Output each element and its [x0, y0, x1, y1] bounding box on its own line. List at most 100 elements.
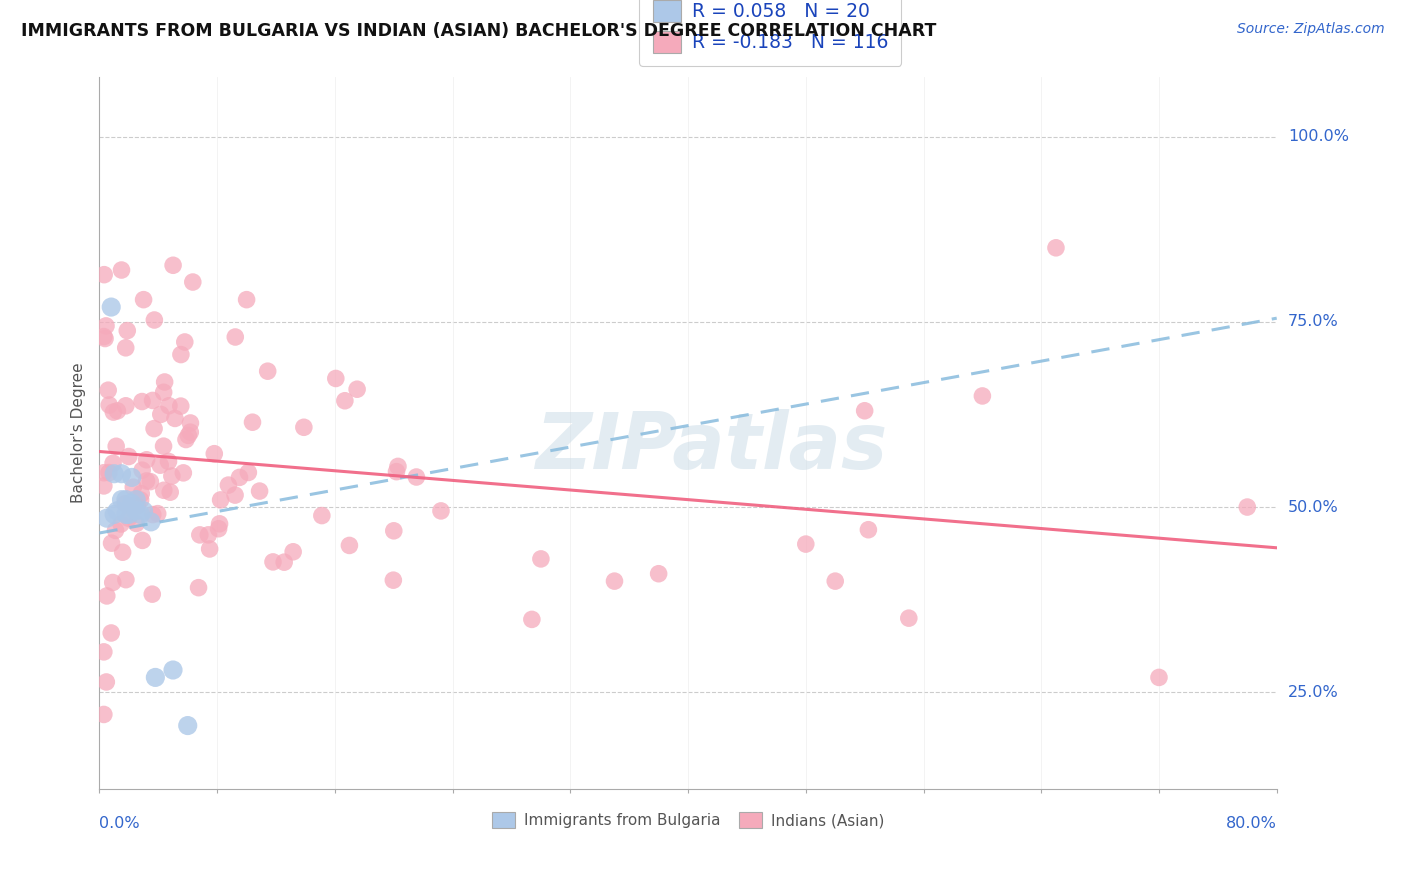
Point [129, 508, 152, 522]
Point [107, 404, 129, 418]
Text: 50.0%: 50.0% [1288, 500, 1339, 515]
Point [273, 555, 295, 569]
Point [228, 470, 250, 484]
Point [98, 466, 121, 480]
Point [118, 511, 141, 525]
Point [104, 524, 127, 538]
Y-axis label: Bachelor's Degree: Bachelor's Degree [72, 363, 86, 503]
Point [105, 439, 128, 453]
Point [202, 447, 225, 461]
Point [132, 504, 155, 518]
Point [333, 393, 356, 408]
Point [131, 463, 153, 477]
Point [163, 411, 186, 425]
Point [118, 450, 141, 464]
Point [235, 293, 257, 307]
Point [129, 486, 152, 500]
Point [170, 347, 193, 361]
Point [103, 405, 125, 419]
Point [209, 492, 232, 507]
Point [382, 573, 405, 587]
Point [121, 496, 143, 510]
Point [153, 483, 176, 498]
Point [115, 508, 138, 522]
Point [157, 399, 180, 413]
Point [115, 573, 138, 587]
Point [131, 394, 153, 409]
Legend: Immigrants from Bulgaria, Indians (Asian): Immigrants from Bulgaria, Indians (Asian… [486, 806, 890, 834]
Point [181, 275, 204, 289]
Point [1147, 670, 1170, 684]
Point [139, 475, 162, 489]
Point [794, 537, 817, 551]
Point [94, 318, 117, 333]
Point [110, 516, 132, 531]
Point [93, 268, 115, 282]
Point [100, 626, 122, 640]
Point [93, 329, 115, 343]
Point [93, 466, 115, 480]
Point [110, 467, 132, 481]
Point [162, 258, 184, 272]
Point [152, 385, 174, 400]
Text: Source: ZipAtlas.com: Source: ZipAtlas.com [1237, 22, 1385, 37]
Point [146, 507, 169, 521]
Text: 0.0%: 0.0% [100, 816, 141, 831]
Point [157, 454, 180, 468]
Point [159, 485, 181, 500]
Point [97, 383, 120, 397]
Point [405, 470, 427, 484]
Point [94, 332, 117, 346]
Point [311, 508, 333, 523]
Point [125, 516, 148, 531]
Point [179, 425, 201, 440]
Point [96, 675, 118, 690]
Point [387, 459, 409, 474]
Point [135, 474, 157, 488]
Point [160, 469, 183, 483]
Text: 25.0%: 25.0% [1288, 685, 1339, 699]
Point [103, 508, 125, 522]
Point [93, 479, 115, 493]
Point [217, 478, 239, 492]
Point [603, 574, 626, 588]
Point [124, 498, 146, 512]
Point [149, 458, 172, 472]
Point [129, 493, 152, 508]
Text: IMMIGRANTS FROM BULGARIA VS INDIAN (ASIAN) BACHELOR'S DEGREE CORRELATION CHART: IMMIGRANTS FROM BULGARIA VS INDIAN (ASIA… [21, 22, 936, 40]
Point [115, 492, 138, 507]
Point [111, 545, 134, 559]
Point [142, 393, 165, 408]
Point [197, 528, 219, 542]
Point [131, 533, 153, 548]
Point [143, 670, 166, 684]
Point [208, 516, 231, 531]
Point [177, 428, 200, 442]
Point [143, 421, 166, 435]
Point [101, 575, 124, 590]
Point [224, 330, 246, 344]
Point [98, 398, 121, 412]
Point [96, 589, 118, 603]
Point [198, 541, 221, 556]
Point [430, 504, 453, 518]
Point [93, 707, 115, 722]
Point [139, 515, 162, 529]
Point [1236, 500, 1258, 514]
Text: ZIPatlas: ZIPatlas [536, 409, 887, 485]
Point [382, 524, 405, 538]
Point [121, 470, 143, 484]
Text: 100.0%: 100.0% [1288, 129, 1348, 145]
Point [177, 718, 200, 732]
Point [127, 499, 149, 513]
Point [972, 389, 994, 403]
Point [339, 538, 361, 552]
Text: 80.0%: 80.0% [1226, 816, 1277, 831]
Point [385, 465, 408, 479]
Point [179, 416, 201, 430]
Point [122, 480, 145, 494]
Point [1045, 241, 1067, 255]
Point [853, 403, 876, 417]
Point [93, 645, 115, 659]
Point [153, 375, 176, 389]
